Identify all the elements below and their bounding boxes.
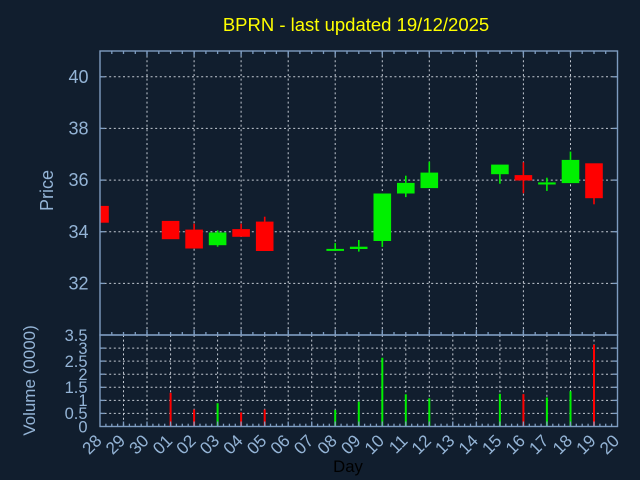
svg-text:Volume (0000): Volume (0000) xyxy=(20,325,39,436)
svg-text:2.5: 2.5 xyxy=(65,353,88,371)
svg-text:1.5: 1.5 xyxy=(65,379,88,397)
svg-text:Day: Day xyxy=(333,457,363,476)
svg-text:0.5: 0.5 xyxy=(65,405,88,423)
svg-text:38: 38 xyxy=(68,119,88,139)
svg-text:0: 0 xyxy=(78,418,87,436)
svg-text:34: 34 xyxy=(68,222,88,242)
svg-text:40: 40 xyxy=(68,67,88,87)
svg-text:3: 3 xyxy=(78,340,87,358)
svg-text:BPRN - last updated 19/12/2025: BPRN - last updated 19/12/2025 xyxy=(223,14,489,35)
svg-text:3.5: 3.5 xyxy=(65,327,88,345)
svg-text:36: 36 xyxy=(68,170,88,190)
svg-text:1: 1 xyxy=(78,392,87,410)
svg-text:2: 2 xyxy=(78,366,87,384)
svg-text:32: 32 xyxy=(68,274,88,294)
svg-text:Price: Price xyxy=(37,170,57,211)
